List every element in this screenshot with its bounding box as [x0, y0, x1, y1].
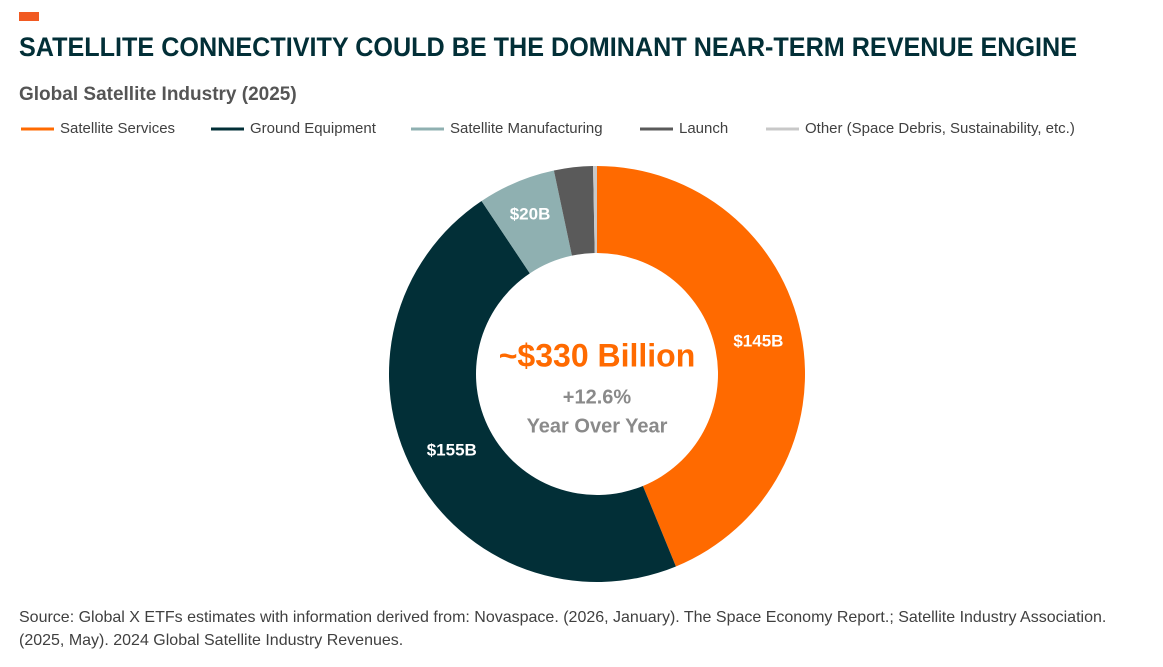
legend-label: Launch	[679, 120, 728, 137]
center-change: +12.6%	[563, 386, 632, 408]
chart-title: SATELLITE CONNECTIVITY COULD BE THE DOMI…	[19, 32, 1077, 62]
accent-bar	[19, 12, 39, 21]
source-note: Source: Global X ETFs estimates with inf…	[19, 609, 1107, 649]
donut-slice	[597, 166, 806, 567]
legend-label: Ground Equipment	[250, 120, 377, 137]
chart: SATELLITE CONNECTIVITY COULD BE THE DOMI…	[19, 12, 1077, 583]
donut-slice	[593, 166, 597, 254]
donut-slice	[481, 170, 572, 274]
chart-subtitle: Global Satellite Industry (2025)	[19, 84, 297, 105]
donut-slice	[553, 166, 595, 256]
legend-label: Other (Space Debris, Sustainability, etc…	[805, 120, 1075, 137]
center-title: ~$330 Billion	[499, 337, 696, 373]
legend-label: Satellite Services	[60, 120, 175, 137]
center-caption: Year Over Year	[527, 415, 668, 437]
legend-label: Satellite Manufacturing	[450, 120, 603, 137]
donut-slice	[388, 200, 676, 583]
data-label: $20B	[510, 205, 551, 224]
data-label: $155B	[427, 441, 477, 460]
data-label: $145B	[733, 332, 783, 351]
